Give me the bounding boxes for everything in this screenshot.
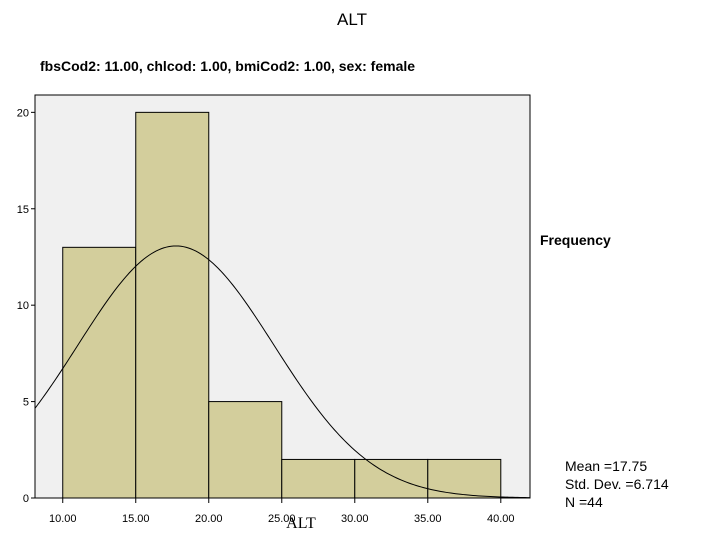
stat-mean: Mean =17.75: [565, 458, 648, 474]
histogram-bar-1: [135, 111, 210, 499]
x-axis-title: ALT: [286, 515, 316, 532]
page-title: ALT: [337, 10, 367, 29]
histogram-bar-2: [208, 401, 283, 499]
histogram-bar-4: [354, 458, 429, 499]
x-tick-label-6: 40.00: [487, 513, 515, 525]
y-tick-label-0: 0: [23, 493, 29, 505]
normal-curve: [34, 245, 531, 499]
stat-n: N =44: [565, 494, 603, 510]
histogram-bars: [62, 111, 502, 499]
y-tick-label-3: 15: [17, 204, 29, 216]
chart-subtitle: fbsCod2: 11.00, chlcod: 1.00, bmiCod2: 1…: [40, 58, 416, 74]
y-axis-title: Frequency: [540, 232, 611, 248]
y-tick-label-2: 10: [17, 300, 29, 312]
stat-std-dev: Std. Dev. =6.714: [565, 476, 669, 492]
x-tick-label-4: 30.00: [341, 513, 369, 525]
histogram-bar-5: [427, 458, 502, 499]
x-axis: 10.00 15.00 20.00 25.00 30.00 35.00 40.00: [49, 498, 515, 525]
y-axis: 0 5 10 15 20: [17, 107, 35, 505]
x-tick-label-2: 20.00: [195, 513, 223, 525]
histogram-bar-0: [62, 246, 137, 499]
x-tick-label-5: 35.00: [414, 513, 442, 525]
x-tick-label-1: 15.00: [122, 513, 150, 525]
x-tick-label-3: 25.00: [268, 513, 296, 525]
x-tick-label-0: 10.00: [49, 513, 77, 525]
stats-legend: Mean =17.75 Std. Dev. =6.714 N =44: [565, 457, 669, 511]
y-tick-label-4: 20: [17, 107, 29, 119]
y-tick-label-1: 5: [23, 397, 29, 409]
histogram-bar-3: [281, 458, 356, 499]
